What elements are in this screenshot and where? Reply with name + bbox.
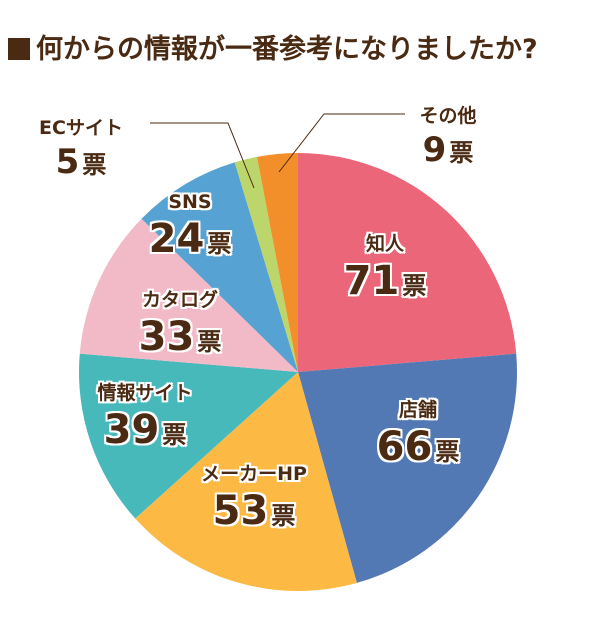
slice-label-name: メーカーHP: [201, 463, 307, 485]
callout-line: [278, 113, 405, 173]
slice-label-value: 53 票: [212, 488, 296, 534]
pie-slice: [256, 153, 298, 372]
slice-label: ECサイト 5 票: [39, 116, 123, 190]
title-square-bullet: [8, 38, 30, 60]
slice-label-name: SNS: [168, 191, 212, 213]
slice-label-value: 66 票: [376, 424, 460, 470]
slice-label: 店舗 66 票: [377, 398, 460, 480]
slice-label: カタログ 33 票: [139, 288, 222, 370]
slice-label: メーカーHP 53 票: [201, 462, 307, 544]
pie-slice: [79, 218, 299, 372]
slice-label: SNS 24 票: [149, 190, 232, 272]
slice-label-name: 店舗: [398, 399, 438, 421]
slice-label-value: 71 票: [343, 258, 427, 304]
slice-label-name: ECサイト: [39, 117, 123, 139]
slice-label-name: その他: [419, 105, 477, 127]
callout-line: [150, 122, 255, 189]
pie-slice: [234, 156, 298, 372]
slice-label: その他 9 票: [419, 104, 476, 178]
pie-slice: [298, 353, 517, 583]
slice-label-name: カタログ: [141, 289, 219, 311]
slice-label-name: 知人: [365, 233, 405, 255]
slice-label-value: 24 票: [148, 216, 232, 262]
slice-label-name: 情報サイト: [97, 382, 193, 404]
pie-slice: [79, 353, 299, 519]
slice-label-value: 33 票: [138, 314, 222, 360]
chart-title: 何からの情報が一番参考になりましたか?: [8, 30, 538, 70]
slice-label: 知人 71 票: [344, 232, 427, 314]
pie-slice: [141, 162, 298, 372]
pie-slice: [298, 153, 517, 372]
slice-label-value: 39 票: [103, 407, 187, 453]
slice-label: 情報サイト 39 票: [97, 381, 192, 463]
pie-slice: [135, 372, 357, 591]
